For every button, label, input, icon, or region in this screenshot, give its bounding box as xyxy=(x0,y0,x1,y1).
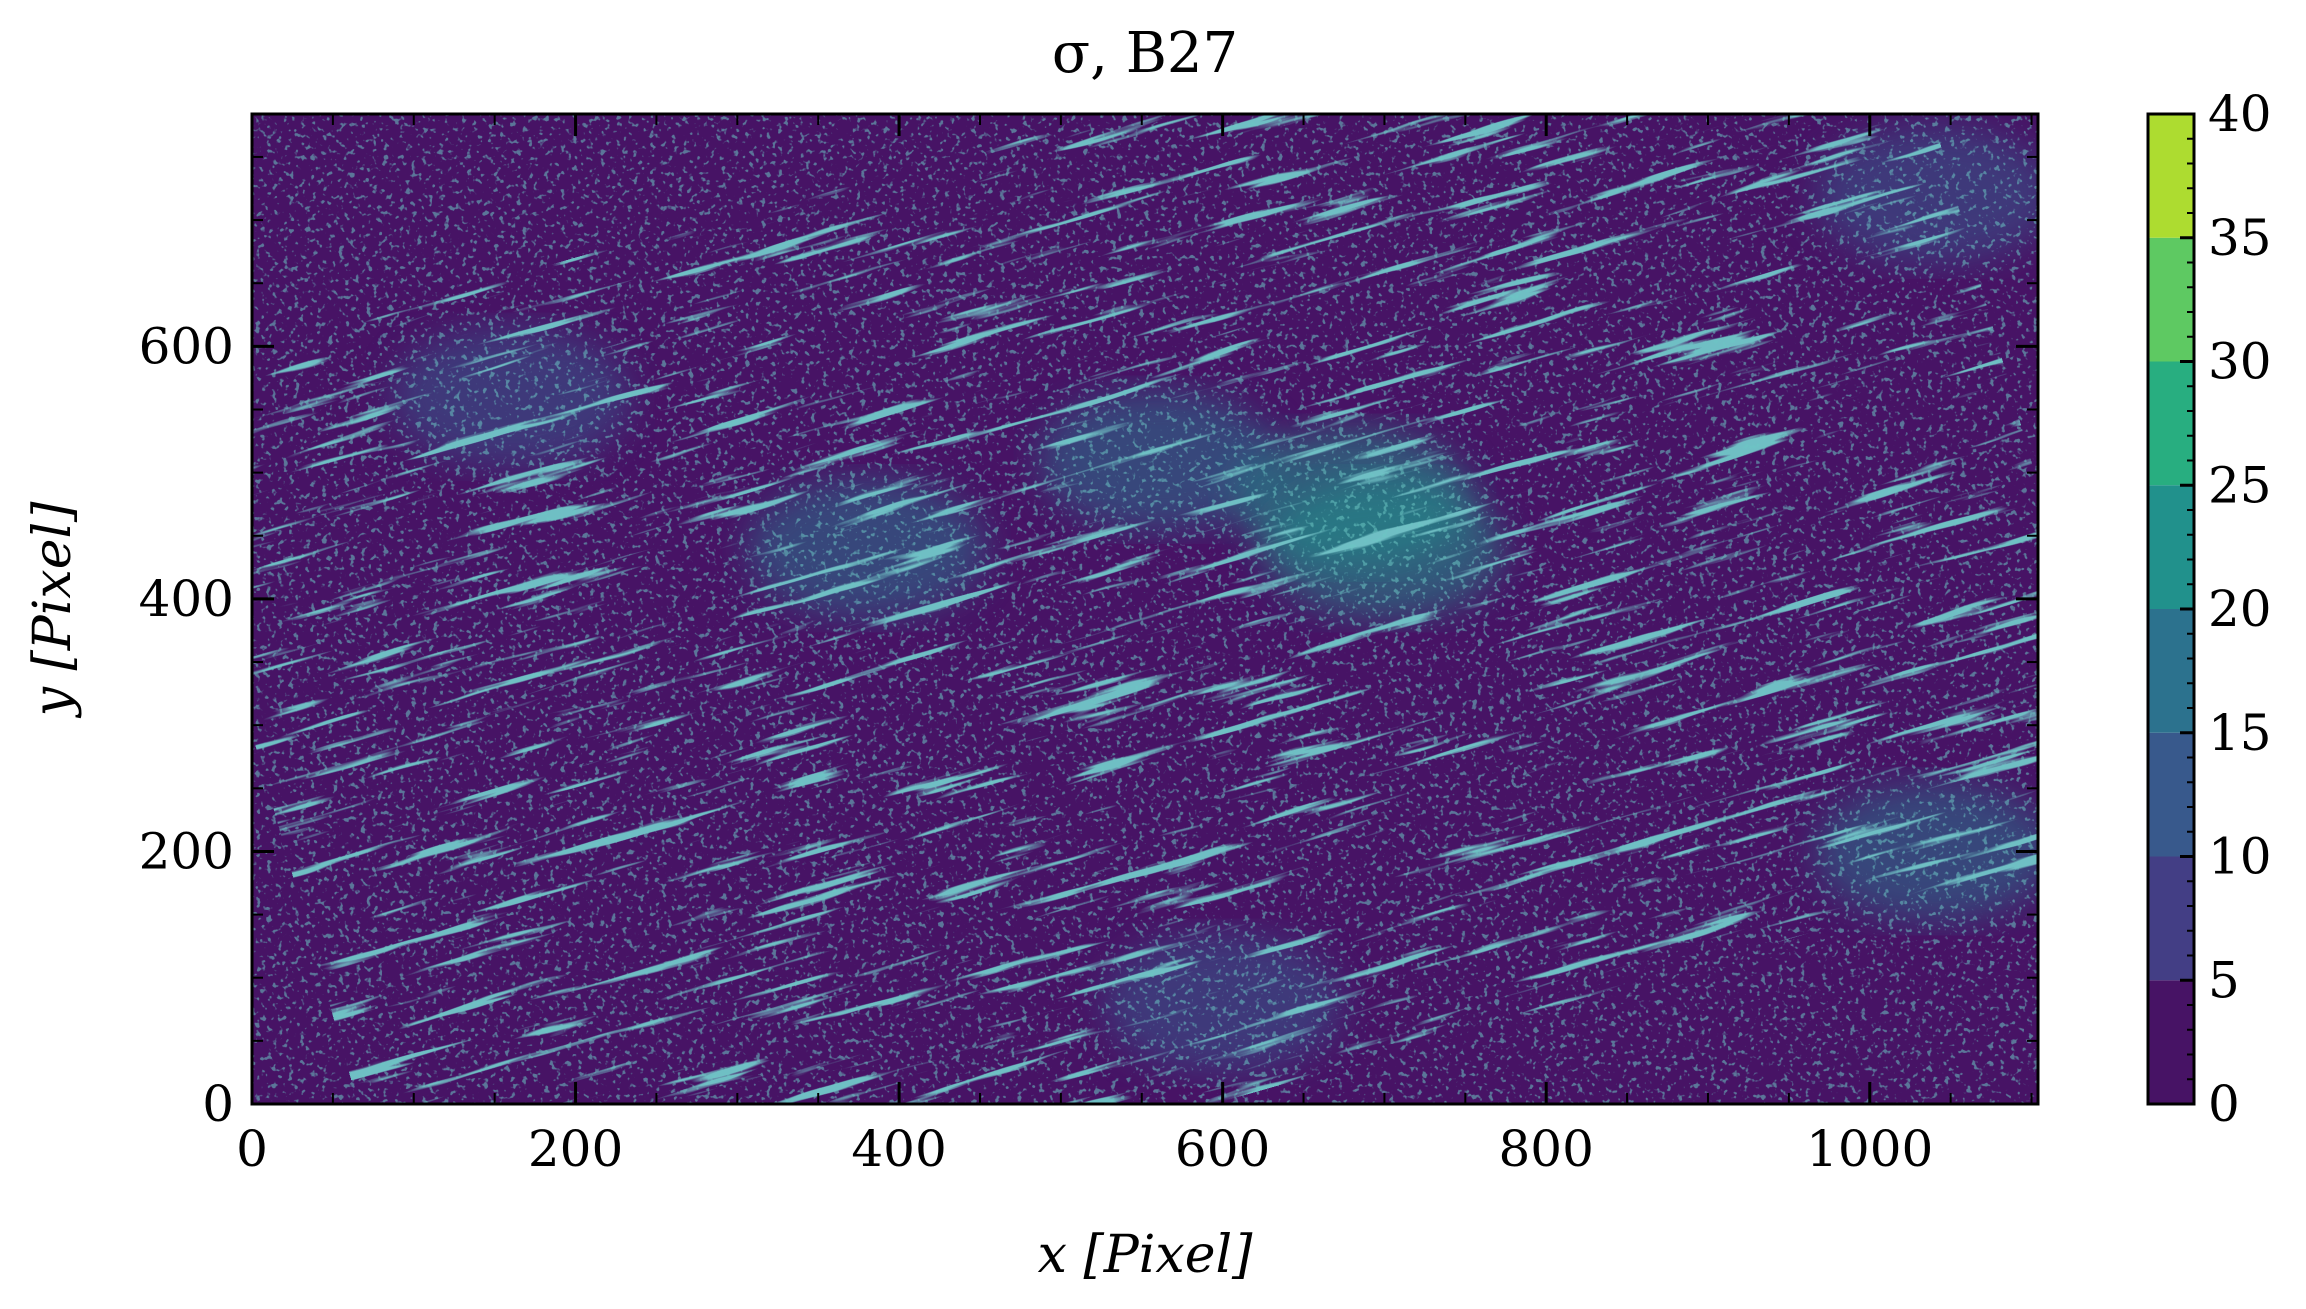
colorbar: 0 5 10 15 20 25 30 35 40 xyxy=(2146,85,2272,1133)
colorbar-ticks xyxy=(2180,112,2194,1106)
colorbar-band xyxy=(2148,361,2194,486)
colorbar-band xyxy=(2148,732,2194,857)
x-tick-label: 400 xyxy=(851,1120,946,1178)
colorbar-tick-label: 30 xyxy=(2208,333,2272,391)
axis-ticks xyxy=(250,114,2038,1106)
colorbar-tick-label: 20 xyxy=(2208,580,2272,638)
y-tick-label: 400 xyxy=(139,570,234,628)
x-tick-label: 200 xyxy=(528,1120,623,1178)
colorbar-band xyxy=(2148,237,2194,362)
y-tick-label: 0 xyxy=(202,1075,234,1133)
colorbar-tick-label: 15 xyxy=(2208,704,2272,762)
colorbar-tick-labels: 0 5 10 15 20 25 30 35 40 xyxy=(2208,85,2272,1133)
colorbar-tick-label: 5 xyxy=(2208,951,2240,1009)
colorbar-band xyxy=(2148,856,2194,981)
x-axis-label: x [Pixel] xyxy=(1038,1225,1253,1285)
y-tick-label: 600 xyxy=(139,317,234,375)
colorbar-tick-label: 40 xyxy=(2208,85,2272,143)
x-tick-label: 800 xyxy=(1498,1120,1593,1178)
colorbar-band xyxy=(2148,485,2194,609)
speckle-texture xyxy=(252,114,2038,1104)
colorbar-tick-label: 35 xyxy=(2208,209,2272,267)
colorbar-band xyxy=(2148,114,2194,238)
x-tick-label: 1000 xyxy=(1806,1120,1933,1178)
colorbar-tick-label: 10 xyxy=(2208,828,2272,886)
chart-title: σ, B27 xyxy=(1052,21,1238,86)
colorbar-bands xyxy=(2148,114,2194,1104)
colorbar-tick-label: 0 xyxy=(2208,1075,2240,1133)
x-tick-labels: 0 200 400 600 800 1000 xyxy=(236,1120,1933,1178)
plot-area xyxy=(252,114,2038,1104)
y-tick-labels: 0 200 400 600 xyxy=(139,317,234,1133)
colorbar-band xyxy=(2148,980,2194,1104)
colorbar-tick-label: 25 xyxy=(2208,456,2272,514)
x-tick-label: 600 xyxy=(1175,1120,1270,1178)
plot-frame xyxy=(250,112,2040,1106)
colorbar-band xyxy=(2148,609,2194,733)
y-tick-label: 200 xyxy=(139,822,234,880)
x-tick-label: 0 xyxy=(236,1120,268,1178)
y-axis-label: y [Pixel] xyxy=(23,501,83,719)
